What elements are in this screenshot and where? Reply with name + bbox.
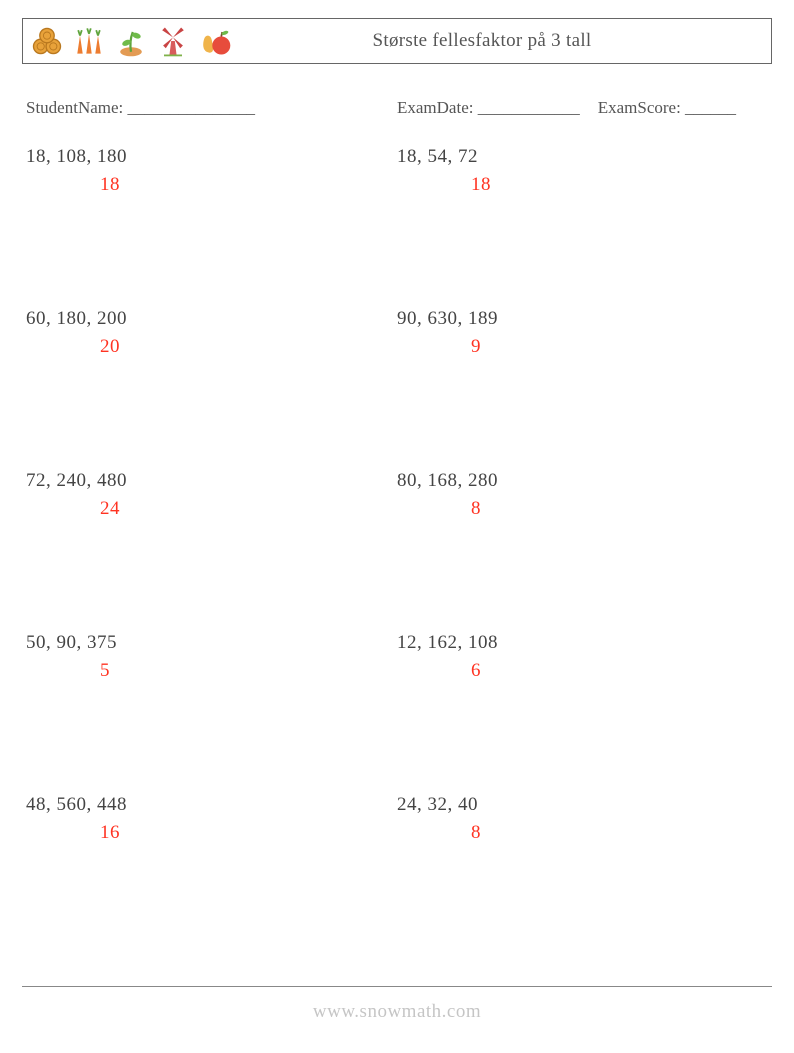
- answer-text: 9: [397, 336, 768, 358]
- problem-text: 18, 54, 72: [397, 146, 768, 168]
- answer-text: 20: [26, 336, 397, 358]
- problem-text: 80, 168, 280: [397, 470, 768, 492]
- problem-cell: 18, 108, 180 18: [26, 146, 397, 196]
- problem-row: 50, 90, 375 5 12, 162, 108 6: [26, 632, 768, 682]
- footer-divider: [22, 986, 772, 987]
- answer-text: 24: [26, 498, 397, 520]
- problem-row: 18, 108, 180 18 18, 54, 72 18: [26, 146, 768, 196]
- student-name-label: StudentName: _______________: [26, 98, 255, 117]
- problem-row: 60, 180, 200 20 90, 630, 189 9: [26, 308, 768, 358]
- worksheet-title: Største fellesfaktor på 3 tall: [373, 30, 592, 52]
- problem-text: 24, 32, 40: [397, 794, 768, 816]
- problem-text: 60, 180, 200: [26, 308, 397, 330]
- fruit-icon: [197, 23, 233, 59]
- exam-score-label: ExamScore: ______: [598, 98, 736, 118]
- header-box: Største fellesfaktor på 3 tall: [22, 18, 772, 64]
- problems-grid: 18, 108, 180 18 18, 54, 72 18 60, 180, 2…: [22, 146, 772, 844]
- problem-row: 48, 560, 448 16 24, 32, 40 8: [26, 794, 768, 844]
- problem-text: 18, 108, 180: [26, 146, 397, 168]
- problem-cell: 18, 54, 72 18: [397, 146, 768, 196]
- problem-text: 12, 162, 108: [397, 632, 768, 654]
- answer-text: 8: [397, 498, 768, 520]
- problem-cell: 72, 240, 480 24: [26, 470, 397, 520]
- answer-text: 18: [397, 174, 768, 196]
- answer-text: 8: [397, 822, 768, 844]
- exam-date-label: ExamDate: ____________: [397, 98, 580, 118]
- answer-text: 18: [26, 174, 397, 196]
- problem-row: 72, 240, 480 24 80, 168, 280 8: [26, 470, 768, 520]
- problem-cell: 80, 168, 280 8: [397, 470, 768, 520]
- windmill-icon: [155, 23, 191, 59]
- problem-cell: 90, 630, 189 9: [397, 308, 768, 358]
- watermark-text: www.snowmath.com: [0, 1001, 794, 1023]
- problem-text: 72, 240, 480: [26, 470, 397, 492]
- problem-cell: 48, 560, 448 16: [26, 794, 397, 844]
- problem-text: 90, 630, 189: [397, 308, 768, 330]
- icon-strip: [23, 23, 233, 59]
- plant-icon: [113, 23, 149, 59]
- carrot-icon: [71, 23, 107, 59]
- problem-cell: 12, 162, 108 6: [397, 632, 768, 682]
- answer-text: 6: [397, 660, 768, 682]
- problem-cell: 50, 90, 375 5: [26, 632, 397, 682]
- problem-cell: 24, 32, 40 8: [397, 794, 768, 844]
- problem-text: 48, 560, 448: [26, 794, 397, 816]
- answer-text: 16: [26, 822, 397, 844]
- hay-icon: [29, 23, 65, 59]
- answer-text: 5: [26, 660, 397, 682]
- problem-cell: 60, 180, 200 20: [26, 308, 397, 358]
- meta-row: StudentName: _______________ ExamDate: _…: [22, 98, 772, 118]
- problem-text: 50, 90, 375: [26, 632, 397, 654]
